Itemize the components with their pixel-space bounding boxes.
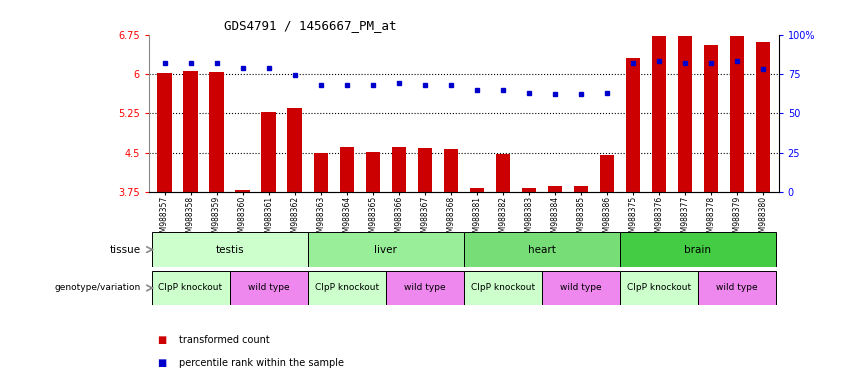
Bar [470,188,484,192]
Text: liver: liver [374,245,397,255]
Bar [678,36,692,192]
Text: tissue: tissue [109,245,140,255]
Bar [391,147,406,192]
Bar [495,154,510,192]
Bar [464,232,620,267]
Text: testis: testis [215,245,244,255]
Bar [340,147,354,192]
Bar [308,271,386,305]
Bar [574,186,588,192]
Bar [625,58,640,192]
Text: ■: ■ [157,335,167,345]
Text: GDS4791 / 1456667_PM_at: GDS4791 / 1456667_PM_at [225,19,397,32]
Bar [464,271,542,305]
Text: wild type: wild type [248,283,289,293]
Text: ■: ■ [157,358,167,368]
Bar [548,186,562,192]
Bar [522,188,536,192]
Text: heart: heart [528,245,556,255]
Bar [209,72,224,192]
Bar [386,271,464,305]
Bar [157,73,172,192]
Bar [261,112,276,192]
Bar [443,149,458,192]
Bar [620,232,776,267]
Text: wild type: wild type [560,283,602,293]
Bar [151,271,230,305]
Bar [704,45,718,192]
Bar [620,271,698,305]
Text: ClpP knockout: ClpP knockout [158,283,223,293]
Bar [600,155,614,192]
Bar [730,36,744,192]
Text: ClpP knockout: ClpP knockout [627,283,691,293]
Bar [151,232,308,267]
Bar [652,36,666,192]
Text: ClpP knockout: ClpP knockout [471,283,535,293]
Bar [288,108,302,192]
Text: ClpP knockout: ClpP knockout [315,283,379,293]
Bar [698,271,776,305]
Bar [313,153,328,192]
Text: wild type: wild type [717,283,758,293]
Bar [756,43,770,192]
Bar [230,271,308,305]
Bar [236,190,249,192]
Bar [542,271,620,305]
Bar [184,71,197,192]
Text: genotype/variation: genotype/variation [54,283,140,293]
Bar [366,152,380,192]
Text: wild type: wild type [404,283,446,293]
Text: brain: brain [684,245,711,255]
Bar [418,149,432,192]
Bar [308,232,464,267]
Text: transformed count: transformed count [179,335,270,345]
Text: percentile rank within the sample: percentile rank within the sample [179,358,344,368]
